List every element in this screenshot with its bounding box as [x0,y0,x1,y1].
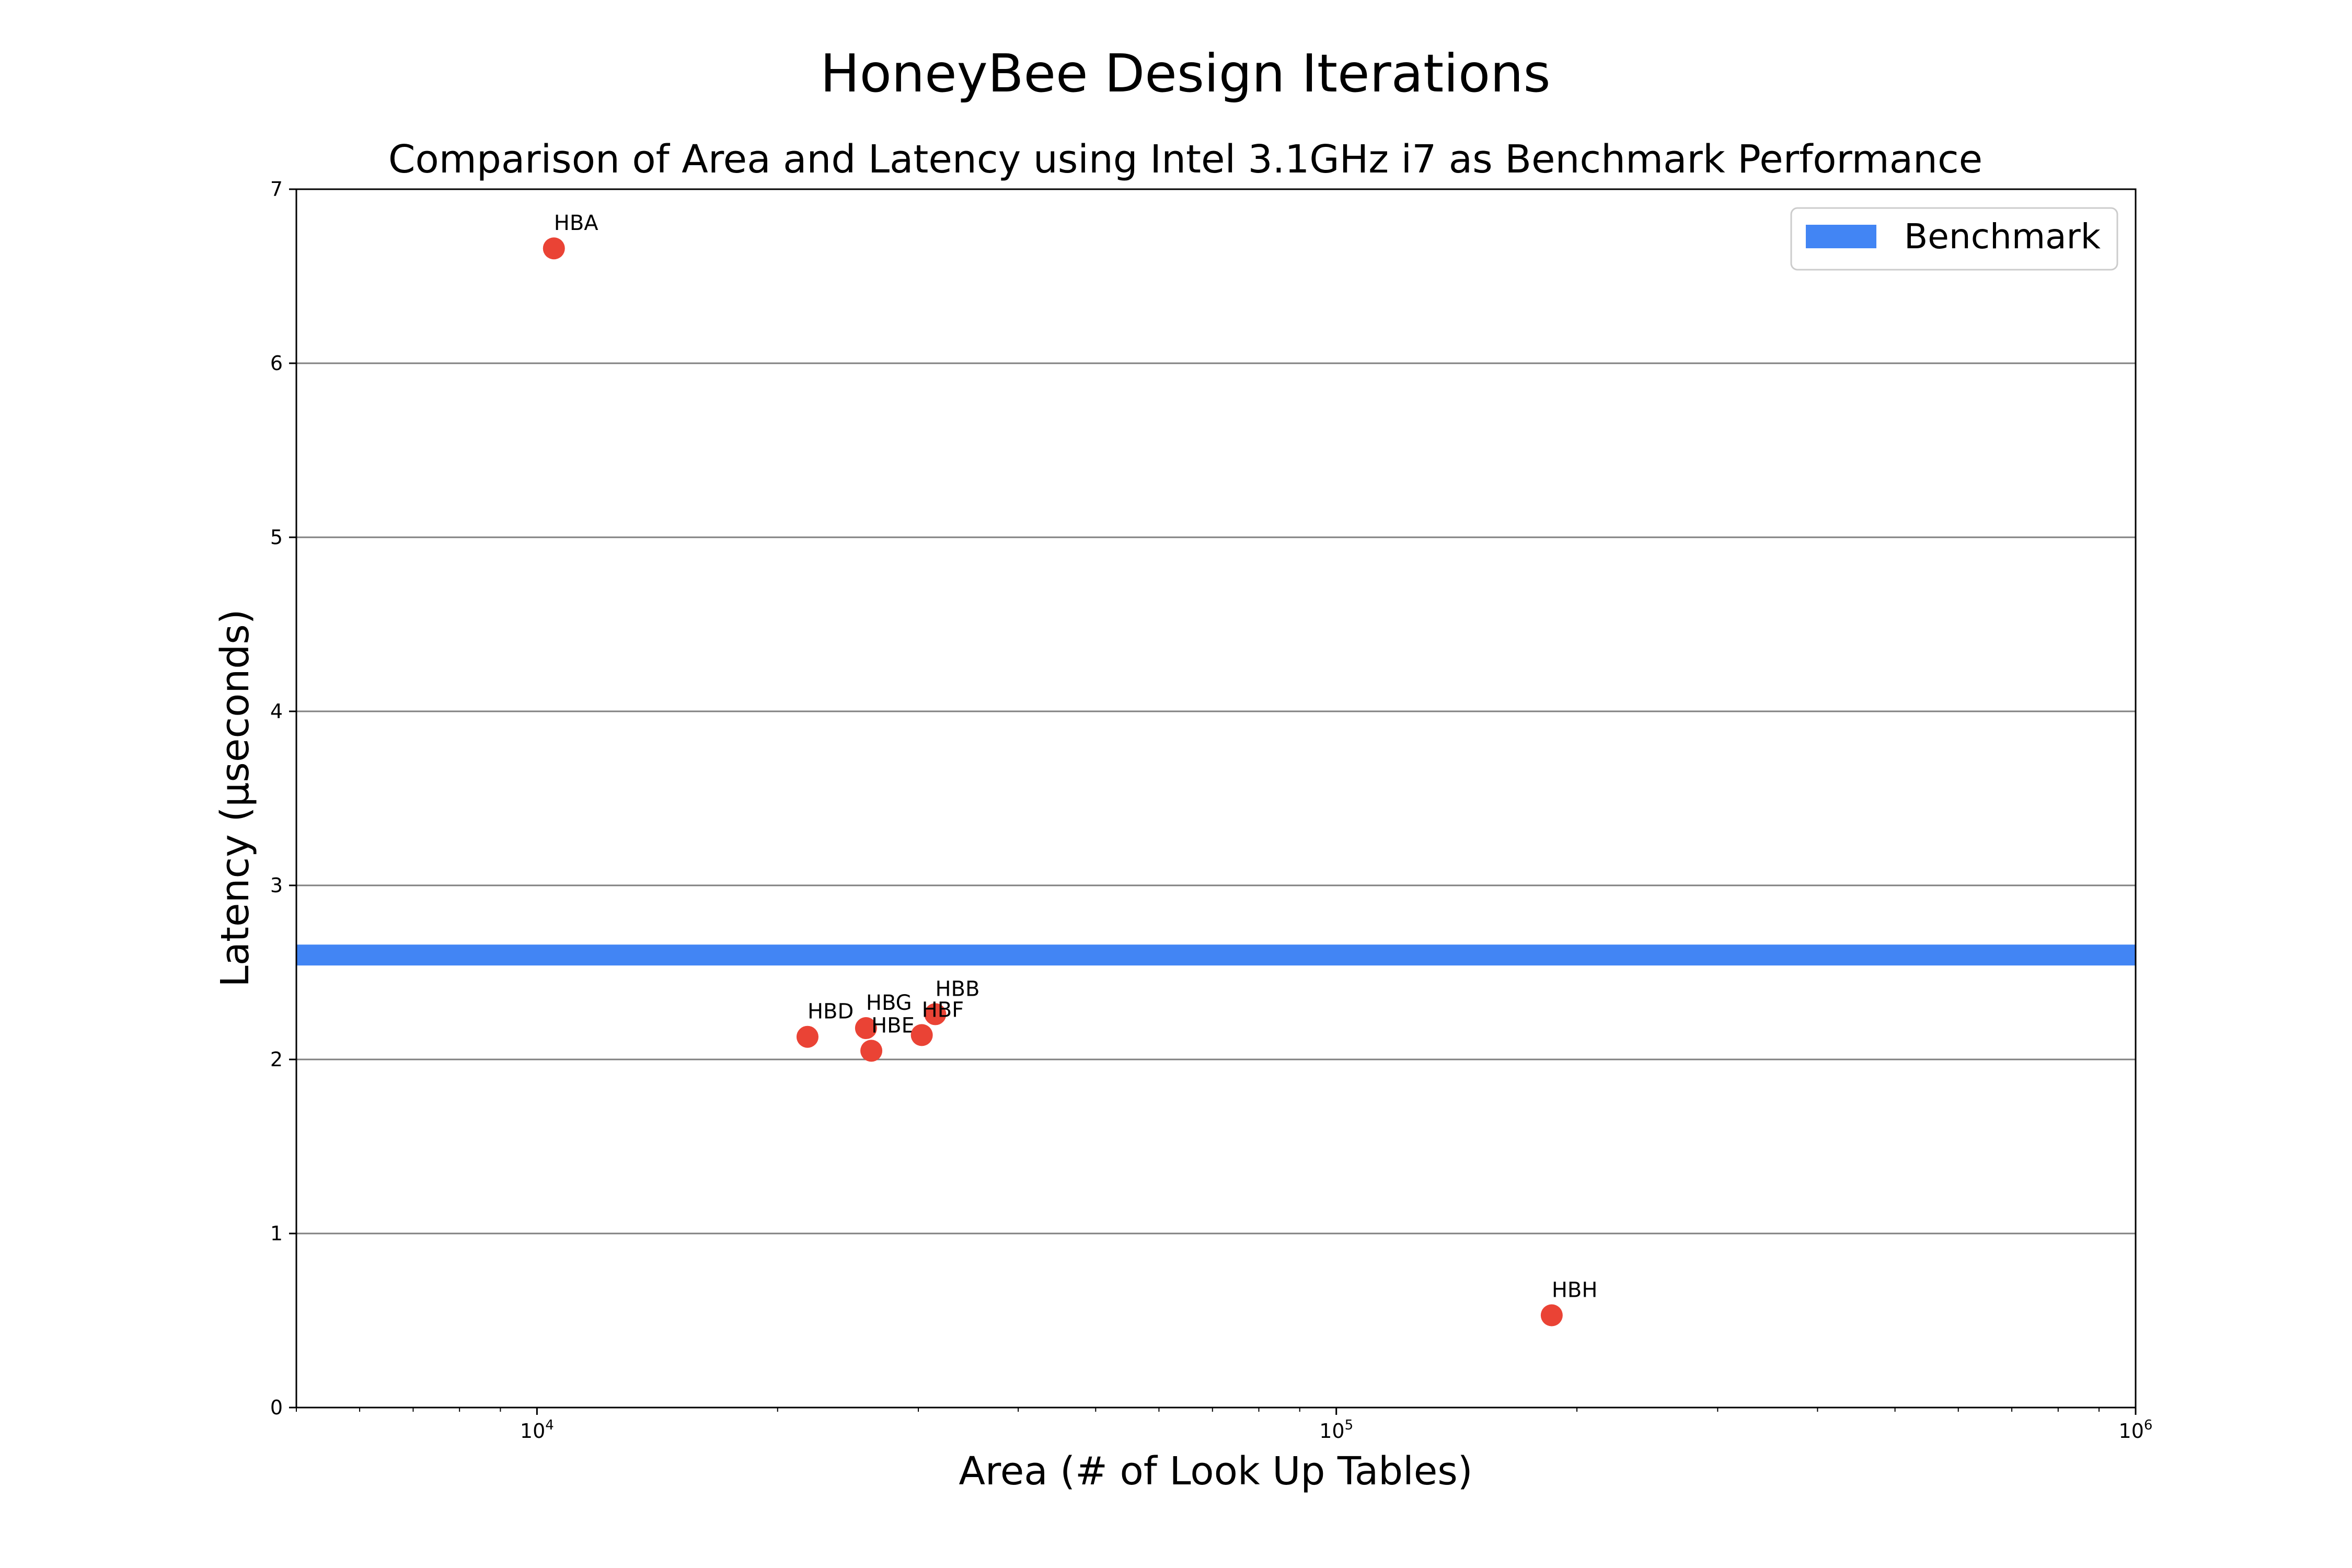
scatter-point-hbh [1540,1304,1563,1327]
legend-entry-benchmark: Benchmark [1904,216,2101,257]
scatter-point-hbd [796,1025,818,1048]
point-label-hbe: HBE [871,1013,915,1037]
y-tick-label: 1 [270,1222,283,1245]
chart-title: HoneyBee Design Iterations [820,43,1550,104]
scatter-point-hbe [860,1040,883,1062]
y-tick-label: 0 [270,1396,283,1419]
scatter-point-hbb [924,1003,947,1025]
point-label-hbd: HBD [808,1000,854,1024]
grid-lines [296,362,2136,1235]
y-tick-label: 4 [270,700,283,723]
y-tick-label: 7 [270,178,283,201]
point-label-hbg: HBG [866,991,912,1015]
y-tick-label: 6 [270,352,283,375]
y-axis-label: Latency (μseconds) [213,609,258,987]
point-label-hbh: HBH [1552,1278,1598,1302]
legend-swatch-benchmark [1806,225,1876,248]
x-tick-label: 104 [520,1417,554,1443]
y-tick-label: 5 [270,526,283,549]
x-axis: 104 105 106 [296,1408,2152,1443]
legend: Benchmark [1790,207,2118,271]
x-tick-label: 105 [1319,1417,1353,1443]
point-label-hbf: HBF [922,998,964,1022]
scatter-point-hbg [855,1017,877,1040]
x-axis-label: Area (# of Look Up Tables) [959,1449,1472,1494]
y-axis: 0 1 2 3 4 5 6 7 [270,178,296,1419]
point-label-hba: HBA [554,211,599,235]
scatter-point-hba [543,237,565,260]
y-tick-label: 2 [270,1048,283,1071]
y-tick-label: 3 [270,874,283,897]
point-label-hbb: HBB [935,977,979,1001]
x-tick-label: 106 [2119,1417,2153,1443]
legend-box [1790,207,2118,271]
scatter-point-hbf [910,1024,933,1046]
plot-area [295,188,2137,1409]
chart-subtitle: Comparison of Area and Latency using Int… [388,137,1982,182]
